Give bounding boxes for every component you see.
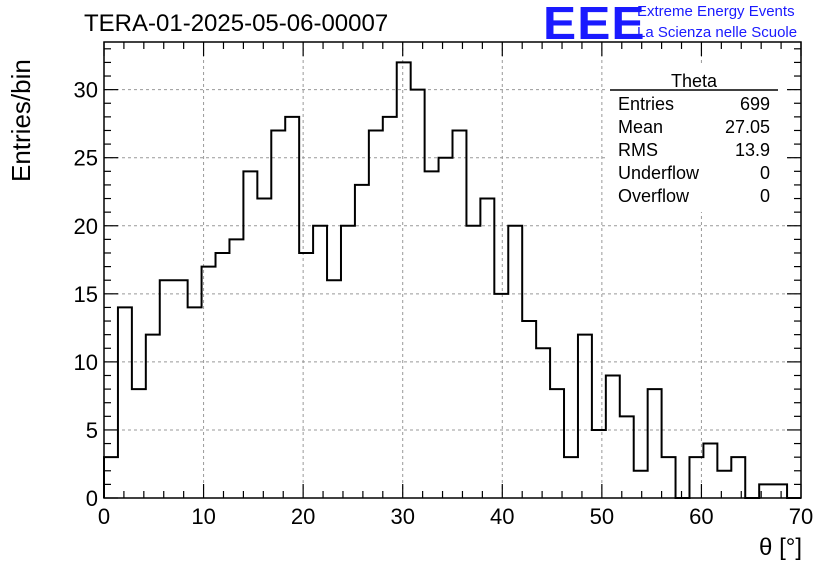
y-tick-label: 10 xyxy=(74,350,98,375)
stats-box xyxy=(606,64,786,212)
y-tick-label: 30 xyxy=(74,78,98,103)
x-tick-label: 0 xyxy=(98,504,110,529)
plot-frame xyxy=(103,41,802,499)
histogram-series xyxy=(103,61,801,499)
logo-line-1: Extreme Energy Events xyxy=(637,3,795,20)
stats-value: 699 xyxy=(740,94,770,114)
stats-label: Mean xyxy=(618,117,663,137)
y-tick-label: 15 xyxy=(74,282,98,307)
stats-label: Overflow xyxy=(618,186,690,206)
logo-line-2: La Scienza nelle Scuole xyxy=(637,24,798,41)
x-tick-label: 10 xyxy=(191,504,215,529)
x-axis-label: θ [°] xyxy=(759,534,802,561)
y-tick-label: 0 xyxy=(86,486,98,511)
stats-value: 0 xyxy=(760,163,770,183)
stats-value: 0 xyxy=(760,186,770,206)
chart-title: TERA-01-2025-05-06-00007 xyxy=(84,10,389,37)
y-axis-label: Entries/bin xyxy=(6,59,36,182)
stats-label: Entries xyxy=(618,94,674,114)
stats-label: RMS xyxy=(618,140,658,160)
x-tick-label: 50 xyxy=(590,504,614,529)
stats-value: 13.9 xyxy=(735,140,770,160)
stats-name: Theta xyxy=(671,71,718,91)
x-tick-label: 40 xyxy=(490,504,514,529)
y-tick-label: 5 xyxy=(86,418,98,443)
x-tick-label: 70 xyxy=(789,504,813,529)
x-tick-label: 60 xyxy=(689,504,713,529)
y-tick-label: 25 xyxy=(74,146,98,171)
y-tick-label: 20 xyxy=(74,214,98,239)
stats-label: Underflow xyxy=(618,163,700,183)
stats-value: 27.05 xyxy=(725,117,770,137)
x-tick-label: 30 xyxy=(390,504,414,529)
x-tick-label: 20 xyxy=(291,504,315,529)
eee-logo: EEE xyxy=(543,0,646,49)
